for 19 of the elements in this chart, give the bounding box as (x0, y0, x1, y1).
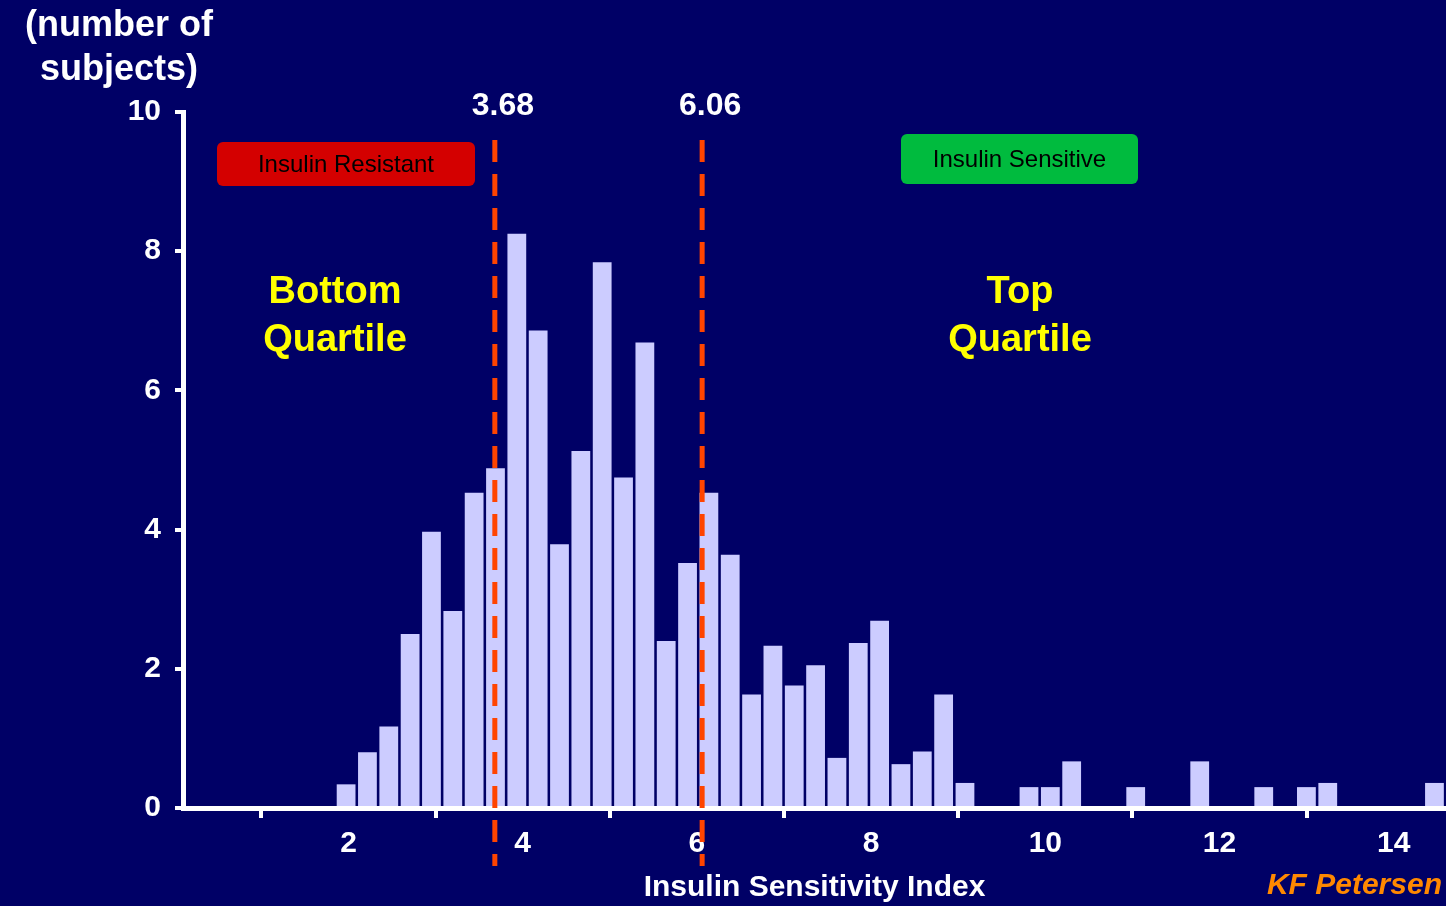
y-tick-label: 8 (144, 232, 161, 266)
x-tick-label: 14 (1377, 825, 1411, 859)
y-tick-label: 2 (144, 650, 161, 684)
x-tick-label: 4 (514, 825, 532, 859)
ref-line-label: 6.06 (679, 85, 742, 122)
annotation: Top Quartile (947, 268, 1093, 361)
x-tick-label: 8 (862, 825, 880, 859)
y-tick-label: 0 (144, 789, 161, 823)
y-tick-label: 6 (144, 371, 161, 405)
annotation: Bottom Quartile (262, 268, 408, 361)
y-tick-label: 4 (144, 510, 162, 544)
x-tick-label: 10 (1028, 825, 1063, 859)
x-axis-title: Insulin Sensitivity Index (643, 869, 986, 903)
ref-line-label: 3.68 (471, 85, 534, 122)
x-tick-label: 2 (340, 825, 357, 859)
y-axis-title: (number of subjects) (24, 2, 214, 90)
x-tick-label: 12 (1202, 825, 1237, 859)
y-tick-label: 10 (127, 93, 161, 127)
text: KF Petersen (1265, 866, 1442, 902)
